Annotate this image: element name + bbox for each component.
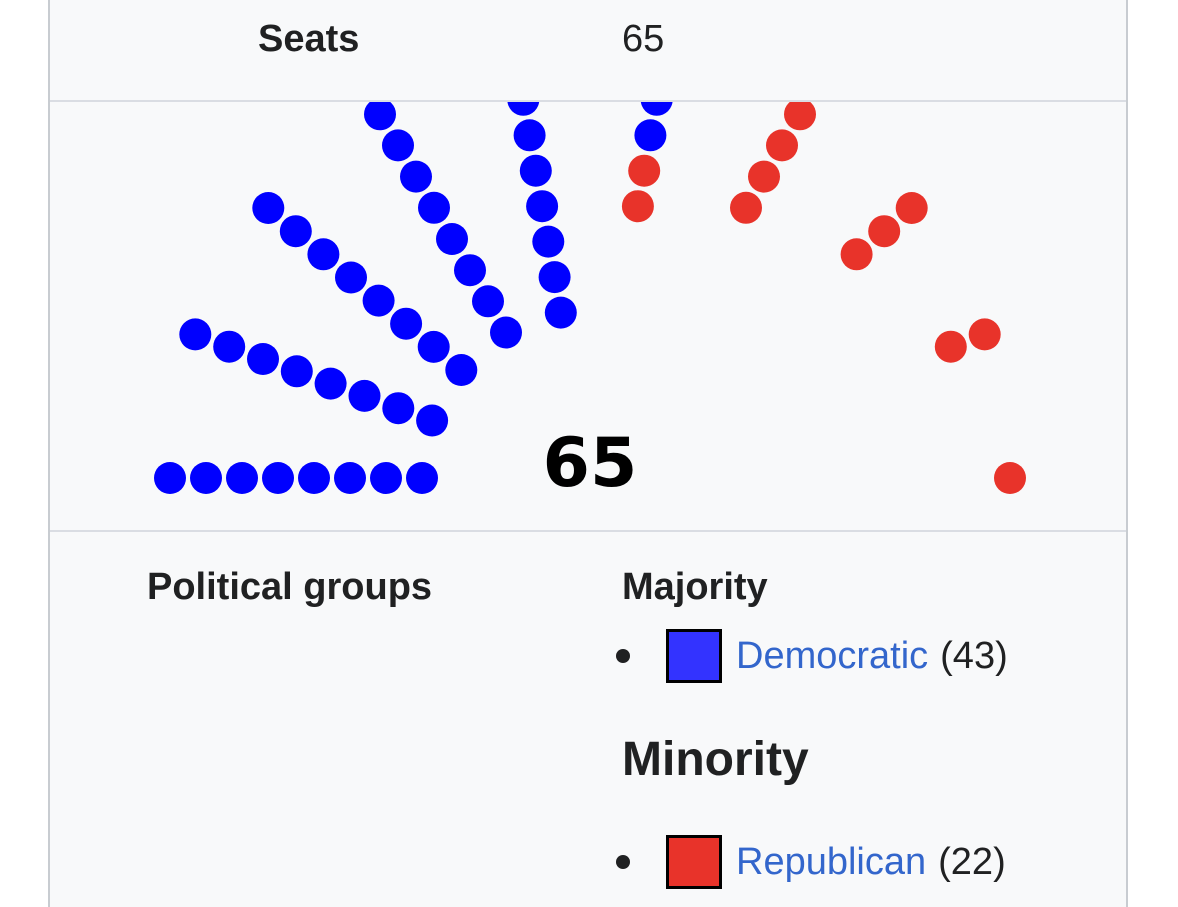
republican-seat-dot [621,190,654,223]
democratic-seat-dot [526,190,559,223]
democratic-seat-dot [513,119,546,152]
democratic-seat-dot [348,379,381,412]
democratic-seat-dot [334,462,366,494]
democratic-seat-dot [382,129,414,162]
democratic-seat-dot [544,296,577,329]
democratic-seat-dot [190,462,222,494]
democratic-seat-dot [390,307,423,340]
parliament-diagram-row: 65 [50,102,1126,532]
republican-seat-dot [934,330,967,363]
bullet-icon [616,649,630,663]
democratic-seat-dot [507,102,540,116]
democratic-seat-dot [280,355,313,388]
democratic-seat-dot [252,192,285,224]
majority-heading: Majority [622,566,768,608]
democratic-seat-dot [154,462,186,494]
republican-seat-dot [748,160,780,193]
democratic-seat-dot [445,354,478,386]
democratic-seat-dot [370,462,402,494]
democratic-seat-dot [634,119,667,152]
democratic-seat-dot [247,343,279,375]
democratic-seat-dot [418,191,450,224]
democratic-seat-dot [213,330,246,363]
total-seats-label: 65 [543,424,638,503]
republican-seat-dot [868,215,901,248]
legislature-infobox: Seats 65 65 Political groups Majority De… [48,0,1128,907]
democratic-seat-dot [472,285,504,318]
democratic-seat-dot [307,238,340,271]
democratic-seat-dot [382,392,415,425]
democratic-seat-dot [416,404,449,437]
democratic-seat-dot [179,318,212,351]
seats-value: 65 [622,18,665,60]
republican-seat-count: (22) [938,840,1006,883]
democratic-seat-dot [519,154,552,187]
parliament-diagram: 65 [154,102,1026,503]
democratic-seat-dot [640,102,673,116]
democratic-seat-dot [298,462,330,494]
republican-seat-dot [994,462,1026,494]
seats-row: Seats 65 [50,0,1126,102]
democratic-color-swatch [666,629,722,683]
democratic-seat-dot [362,284,395,317]
republican-seat-dot [766,129,798,162]
minority-heading: Minority [622,733,809,786]
republican-seat-dot [730,191,762,224]
democratic-seat-dot [406,462,438,494]
minority-party-item: Republican (22) [610,832,1006,892]
democratic-seat-dot [335,261,367,294]
seats-label: Seats [258,18,360,60]
republican-seat-dot [784,102,816,131]
democratic-seat-dot [532,225,565,258]
seat-dots [154,102,1026,494]
republican-seat-dot [628,154,661,187]
political-groups-row: Political groups Majority Democratic (43… [50,532,1126,907]
republican-seat-dot [840,238,873,271]
bullet-icon [616,855,630,869]
republican-seat-dot [895,192,928,224]
republican-seat-dot [968,318,1001,351]
democratic-seat-dot [262,462,294,494]
democratic-seat-dot [490,316,522,349]
democratic-seat-dot [436,223,468,255]
democratic-seat-dot [364,102,396,131]
democratic-seat-dot [314,367,347,400]
democratic-seat-dot [538,261,571,294]
democratic-seat-dot [417,330,450,363]
democratic-seat-dot [226,462,258,494]
majority-party-item: Democratic (43) [610,626,1008,686]
democratic-seat-dot [279,215,312,248]
democratic-seat-dot [454,254,486,287]
democratic-seat-dot [400,160,432,193]
republican-color-swatch [666,835,722,889]
political-groups-label: Political groups [147,566,433,608]
democratic-party-link[interactable]: Democratic [736,634,929,677]
democratic-seat-count: (43) [940,634,1008,677]
republican-party-link[interactable]: Republican [736,840,927,883]
